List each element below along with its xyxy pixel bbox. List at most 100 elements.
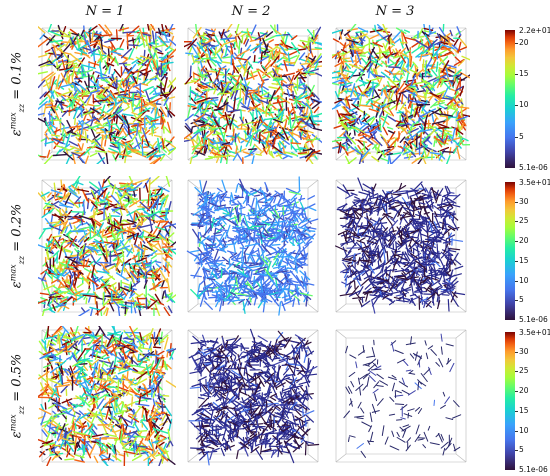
fiber-segment xyxy=(50,134,60,137)
fiber-segment xyxy=(371,85,376,97)
fiber-segment xyxy=(110,224,113,232)
fiber-segment xyxy=(220,268,223,279)
fiber-segment xyxy=(76,58,83,64)
fiber-segment xyxy=(72,281,75,289)
fiber-segment xyxy=(57,235,62,244)
fiber-segment xyxy=(304,71,315,74)
fiber-segment xyxy=(280,96,291,104)
fiber-segment xyxy=(128,48,135,60)
fiber-segment xyxy=(274,29,282,36)
fiber-segment xyxy=(69,235,77,248)
fiber-segment xyxy=(366,116,375,124)
fiber-segment xyxy=(129,264,138,275)
fiber-segment xyxy=(233,226,244,231)
fiber-segment xyxy=(47,192,59,202)
fiber-segment xyxy=(373,100,382,106)
fiber-segment xyxy=(223,29,230,34)
fiber-segment xyxy=(98,41,104,56)
fiber-segment xyxy=(219,215,227,225)
fiber-panel-r0-c1 xyxy=(184,24,322,164)
fiber-segment xyxy=(121,114,127,122)
fiber-segment xyxy=(401,112,408,118)
fiber-segment xyxy=(389,67,395,76)
fiber-segment xyxy=(100,79,111,83)
fiber-segment xyxy=(380,71,390,79)
fiber-segment xyxy=(236,99,241,112)
fiber-segment xyxy=(343,133,353,145)
fiber-segment xyxy=(418,117,425,124)
fiber-panel-r1-c1 xyxy=(184,176,322,316)
fiber-segment xyxy=(401,31,408,44)
fiber-segment xyxy=(46,192,52,198)
fiber-segment xyxy=(256,108,264,122)
fiber-segment xyxy=(54,291,66,297)
fiber-segment xyxy=(197,193,208,197)
fiber-segment xyxy=(267,232,281,235)
fiber-segment xyxy=(375,69,379,80)
fiber-segment xyxy=(277,108,286,119)
fiber-segment xyxy=(276,79,283,89)
fiber-segment xyxy=(97,54,110,64)
fiber-segment xyxy=(459,38,468,47)
fiber-segment xyxy=(293,231,298,243)
fiber-segment xyxy=(442,150,455,154)
fiber-segment xyxy=(229,113,235,127)
fiber-segment xyxy=(98,261,112,264)
fiber-segment xyxy=(226,261,235,270)
fiber-segment xyxy=(149,176,160,185)
fiber-segment xyxy=(122,121,132,133)
fiber-segment xyxy=(68,108,76,113)
fiber-segment xyxy=(411,297,419,301)
fiber-segment xyxy=(60,242,71,252)
fiber-segment xyxy=(246,298,252,306)
fiber-segment xyxy=(166,24,174,37)
fiber-segment xyxy=(433,193,442,196)
fiber-segment xyxy=(113,111,124,122)
row-label-0-2pct: εmaxzz = 0.2% xyxy=(8,203,26,289)
fiber-segment xyxy=(230,298,245,302)
fiber-segment xyxy=(164,45,171,51)
fiber-segment xyxy=(204,70,217,73)
fiber-segment xyxy=(151,96,163,103)
fiber-segment xyxy=(91,139,99,146)
fiber-segment xyxy=(149,116,156,129)
fiber-segment xyxy=(72,66,75,77)
fiber-segment xyxy=(237,283,246,295)
fiber-segment xyxy=(38,112,45,116)
fiber-segment xyxy=(249,111,256,121)
fiber-segment xyxy=(377,77,383,87)
fiber-segment xyxy=(403,150,411,155)
fiber-segment xyxy=(249,197,255,212)
fiber-segment xyxy=(64,192,72,206)
fiber-segment xyxy=(233,41,236,49)
fiber-segment xyxy=(369,123,381,133)
fiber-segment xyxy=(301,217,311,224)
fiber-segment xyxy=(251,280,257,290)
fiber-segment xyxy=(154,213,165,221)
fiber-segment xyxy=(246,70,249,79)
fiber-segment xyxy=(145,40,152,51)
fiber-segment xyxy=(236,75,241,85)
fiber-segment xyxy=(458,135,463,146)
fiber-segment xyxy=(158,220,169,223)
fiber-segment xyxy=(122,71,132,83)
fiber-segment xyxy=(120,306,129,309)
fiber-segment xyxy=(62,133,66,144)
fiber-segment xyxy=(337,203,348,209)
fiber-segment xyxy=(441,44,455,50)
fiber-segment xyxy=(285,258,293,269)
fiber-segment xyxy=(167,48,176,58)
fiber-segment xyxy=(119,223,135,226)
fiber-segment xyxy=(264,60,272,69)
fiber-segment xyxy=(195,99,206,105)
fiber-segment xyxy=(293,82,306,89)
fiber-segment xyxy=(135,210,146,221)
fiber-segment xyxy=(206,99,219,103)
fiber-segment xyxy=(447,298,450,312)
fiber-segment xyxy=(426,49,436,62)
fiber-segment xyxy=(421,133,431,144)
fiber-segment xyxy=(418,202,426,205)
fiber-segment xyxy=(233,89,239,100)
fiber-segment xyxy=(278,301,282,316)
fiber-segment xyxy=(334,99,343,104)
